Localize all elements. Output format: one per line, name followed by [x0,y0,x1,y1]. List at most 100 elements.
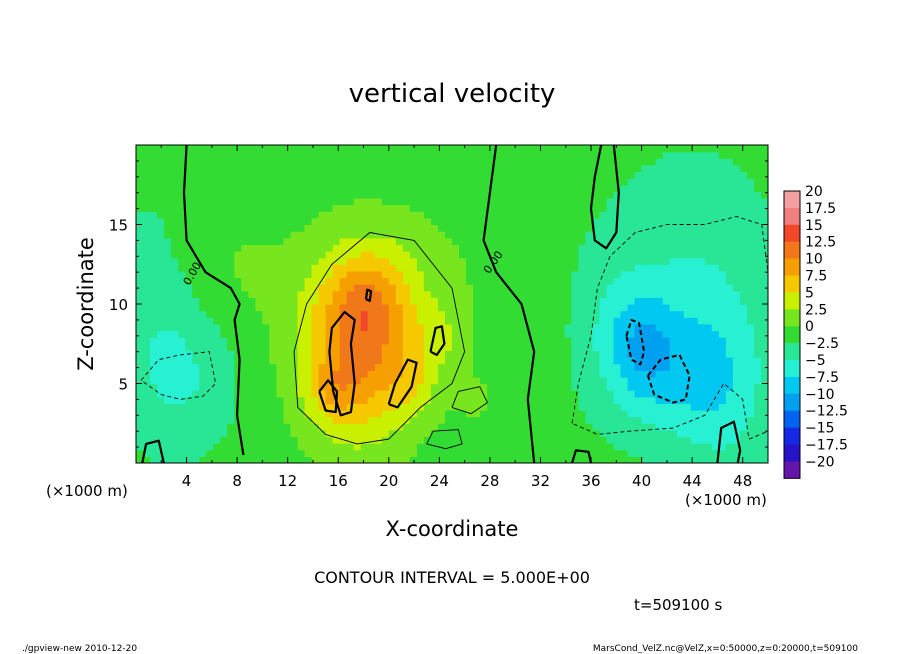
field-cell [304,231,313,239]
field-cell [164,396,172,404]
field-cell [641,284,650,292]
field-cell [381,456,390,463]
field-cell [515,164,523,173]
field-cell [501,217,509,226]
field-cell [290,456,299,463]
field-cell [578,224,587,232]
field-cell [557,164,565,173]
field-cell [529,151,537,159]
colorbar-swatch [784,224,800,242]
field-cell [374,191,383,199]
field-cell [248,337,256,345]
field-cell [290,423,299,431]
field-cell [339,343,348,351]
field-cell [318,277,327,285]
field-cell [437,443,446,451]
field-cell [557,370,565,378]
field-cell [416,264,425,272]
field-cell [522,244,530,252]
field-cell [739,290,748,298]
field-cell [718,357,727,365]
field-cell [655,198,664,206]
field-cell [697,184,706,192]
field-cell [683,436,692,444]
field-cell [241,396,249,404]
field-cell [690,217,699,226]
field-cell [543,323,551,332]
field-cell [452,410,460,418]
field-cell [423,184,432,192]
field-cell [367,304,376,312]
field-cell [480,204,488,212]
field-cell [325,257,334,265]
field-cell [522,145,530,153]
field-cell [452,403,460,411]
field-cell [634,151,643,159]
positive-contour [293,232,466,445]
field-cell [234,171,242,179]
field-cell [718,191,727,199]
field-cell [480,217,488,226]
field-cell [683,257,692,265]
field-cell [276,436,285,444]
field-cell [423,323,432,332]
field-cell [360,297,369,305]
field-cell [452,158,460,166]
field-cell [669,443,678,451]
field-cell [641,383,650,391]
field-cell [255,383,263,391]
field-cell [311,304,320,312]
field-cell [690,297,699,305]
field-cell [494,323,502,332]
field-cell [641,337,650,345]
field-cell [143,151,151,159]
field-cell [297,244,306,252]
field-cell [648,237,657,245]
field-cell [220,184,228,192]
field-cell [283,443,292,451]
field-cell [255,317,263,325]
field-cell [543,304,551,312]
field-cell [690,383,699,391]
field-cell [487,284,495,292]
field-cell [157,145,165,153]
field-cell [164,211,172,219]
field-cell [269,449,278,457]
field-cell [571,343,579,351]
field-cell [234,244,242,252]
field-cell [206,423,214,431]
field-cell [171,357,179,365]
field-cell [753,304,762,312]
field-cell [753,145,762,153]
field-cell [283,403,292,411]
field-cell [543,184,551,192]
field-cell [522,304,530,312]
field-cell [655,317,664,325]
field-cell [255,204,263,212]
field-cell [353,151,362,159]
field-cell [297,224,306,232]
field-cell [409,171,418,179]
field-cell [648,251,657,259]
field-cell [402,449,411,457]
field-cell [241,145,249,153]
field-cell [332,343,341,351]
field-cell [550,231,558,239]
field-cell [136,443,144,451]
field-cell [143,297,151,305]
field-cell [697,429,706,438]
field-cell [143,449,151,457]
field-cell [543,257,551,265]
field-cell [494,231,502,239]
field-cell [648,337,657,345]
field-cell [339,211,348,219]
field-cell [690,396,699,404]
field-cell [423,251,432,259]
field-cell [760,416,768,424]
field-cell [248,357,256,365]
field-cell [374,270,383,279]
field-cell [290,171,299,179]
field-cell [746,145,755,153]
field-cell [220,145,228,153]
field-cell [606,184,615,192]
